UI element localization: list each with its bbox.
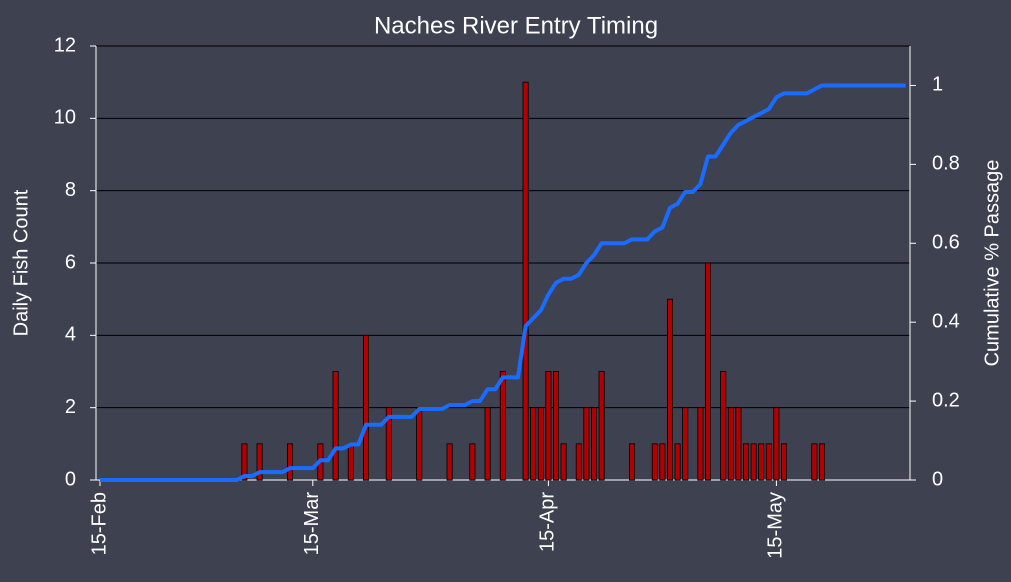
bar [736, 408, 741, 480]
bar [652, 444, 657, 480]
chart: Naches River Entry Timing Daily Fish Cou… [0, 0, 1011, 582]
y-tick-label: 8 [65, 179, 76, 201]
bar [485, 408, 490, 480]
bar [523, 82, 528, 480]
bar [561, 444, 566, 480]
bar [591, 408, 596, 480]
bar [781, 444, 786, 480]
x-tick-label: 15-Mar [301, 492, 323, 556]
x-tick-label: 15-May [765, 492, 787, 559]
bar [675, 444, 680, 480]
y-tick-label: 0 [65, 468, 76, 490]
bar [538, 408, 543, 480]
bar [812, 444, 817, 480]
y2-tick-label: 0.4 [932, 310, 960, 332]
bar [333, 372, 338, 481]
bar [576, 444, 581, 480]
y2-axis-title: Cumulative % Passage [981, 160, 1003, 367]
bar [287, 444, 292, 480]
y-tick-label: 6 [65, 251, 76, 273]
bar [667, 299, 672, 480]
bar [584, 408, 589, 480]
bar [751, 444, 756, 480]
bar [660, 444, 665, 480]
chart-title: Naches River Entry Timing [374, 12, 658, 39]
bar [721, 372, 726, 481]
bar [629, 444, 634, 480]
y-tick-label: 2 [65, 396, 76, 418]
y-tick-label: 4 [65, 324, 76, 346]
bar [728, 408, 733, 480]
y2-tick-label: 0.8 [932, 153, 960, 175]
y2-tick-label: 0 [932, 468, 943, 490]
bar [766, 444, 771, 480]
bar [698, 408, 703, 480]
bar [447, 444, 452, 480]
bar [759, 444, 764, 480]
bar [553, 372, 558, 481]
y2-tick-label: 1 [932, 74, 943, 96]
bar [417, 408, 422, 480]
bar [774, 408, 779, 480]
bar [470, 444, 475, 480]
bar [348, 444, 353, 480]
bar [500, 372, 505, 481]
bar [599, 372, 604, 481]
bar [743, 444, 748, 480]
y-tick-label: 12 [54, 34, 76, 56]
bar [546, 372, 551, 481]
y2-tick-label: 0.6 [932, 232, 960, 254]
x-tick-label: 15-Apr [537, 492, 559, 552]
y-axis-title: Daily Fish Count [10, 189, 32, 336]
bar [683, 408, 688, 480]
bar [819, 444, 824, 480]
bar [531, 408, 536, 480]
bar [705, 263, 710, 480]
bar [363, 335, 368, 480]
y-tick-label: 10 [54, 107, 76, 129]
x-tick-label: 15-Feb [88, 492, 110, 555]
y2-tick-label: 0.2 [932, 389, 960, 411]
